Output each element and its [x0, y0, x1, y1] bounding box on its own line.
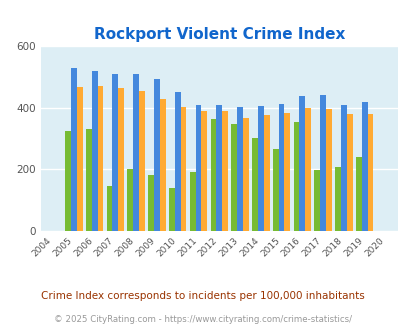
Bar [153, 80, 160, 231]
Bar [65, 131, 71, 231]
Bar [97, 86, 103, 231]
Bar [222, 111, 227, 231]
Bar [148, 175, 153, 231]
Bar [361, 102, 367, 231]
Bar [257, 106, 263, 231]
Bar [139, 91, 145, 231]
Bar [92, 71, 97, 231]
Bar [367, 114, 373, 231]
Bar [305, 108, 310, 231]
Text: © 2025 CityRating.com - https://www.cityrating.com/crime-statistics/: © 2025 CityRating.com - https://www.city… [54, 315, 351, 324]
Bar [175, 92, 180, 231]
Bar [180, 107, 186, 231]
Bar [340, 105, 346, 231]
Bar [86, 129, 92, 231]
Bar [168, 188, 175, 231]
Bar [272, 149, 278, 231]
Bar [237, 107, 242, 231]
Bar [201, 111, 207, 231]
Title: Rockport Violent Crime Index: Rockport Violent Crime Index [93, 27, 344, 42]
Bar [325, 109, 331, 231]
Bar [298, 96, 305, 231]
Bar [231, 124, 237, 231]
Bar [320, 95, 325, 231]
Bar [127, 169, 133, 231]
Bar [278, 104, 284, 231]
Bar [195, 105, 201, 231]
Bar [263, 115, 269, 231]
Bar [77, 87, 82, 231]
Bar [216, 105, 222, 231]
Bar [334, 167, 340, 231]
Bar [346, 114, 352, 231]
Bar [242, 118, 248, 231]
Bar [293, 122, 298, 231]
Bar [112, 74, 118, 231]
Bar [252, 138, 257, 231]
Bar [71, 68, 77, 231]
Bar [133, 74, 139, 231]
Bar [313, 170, 320, 231]
Bar [107, 186, 112, 231]
Bar [210, 118, 216, 231]
Bar [284, 113, 290, 231]
Bar [189, 172, 195, 231]
Bar [355, 157, 361, 231]
Bar [118, 88, 124, 231]
Text: Crime Index corresponds to incidents per 100,000 inhabitants: Crime Index corresponds to incidents per… [41, 291, 364, 301]
Bar [160, 99, 165, 231]
